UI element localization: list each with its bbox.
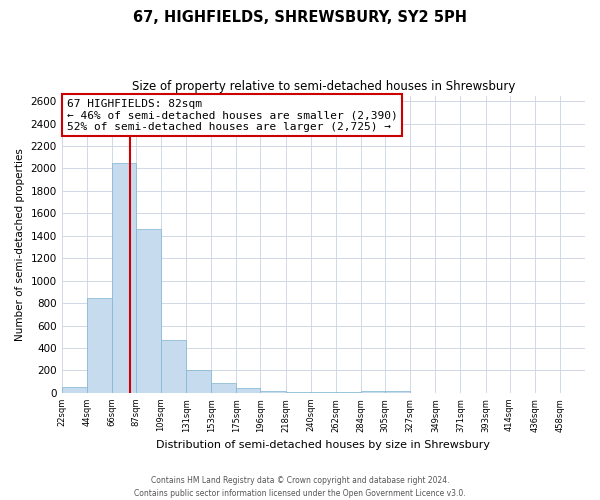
Text: Contains HM Land Registry data © Crown copyright and database right 2024.
Contai: Contains HM Land Registry data © Crown c… bbox=[134, 476, 466, 498]
Bar bbox=[211, 383, 236, 393]
Bar bbox=[385, 391, 410, 393]
Bar bbox=[260, 390, 286, 393]
Bar bbox=[236, 388, 260, 393]
Bar bbox=[186, 370, 211, 393]
Bar bbox=[311, 392, 336, 393]
Y-axis label: Number of semi-detached properties: Number of semi-detached properties bbox=[15, 148, 25, 340]
Bar bbox=[112, 163, 136, 393]
Bar bbox=[361, 391, 385, 393]
X-axis label: Distribution of semi-detached houses by size in Shrewsbury: Distribution of semi-detached houses by … bbox=[157, 440, 490, 450]
Text: 67, HIGHFIELDS, SHREWSBURY, SY2 5PH: 67, HIGHFIELDS, SHREWSBURY, SY2 5PH bbox=[133, 10, 467, 25]
Text: 67 HIGHFIELDS: 82sqm
← 46% of semi-detached houses are smaller (2,390)
52% of se: 67 HIGHFIELDS: 82sqm ← 46% of semi-detac… bbox=[67, 98, 398, 132]
Bar bbox=[161, 340, 186, 393]
Bar bbox=[87, 298, 112, 393]
Bar bbox=[336, 392, 361, 393]
Title: Size of property relative to semi-detached houses in Shrewsbury: Size of property relative to semi-detach… bbox=[131, 80, 515, 93]
Bar bbox=[136, 229, 161, 393]
Bar bbox=[286, 392, 311, 393]
Bar bbox=[62, 388, 87, 393]
